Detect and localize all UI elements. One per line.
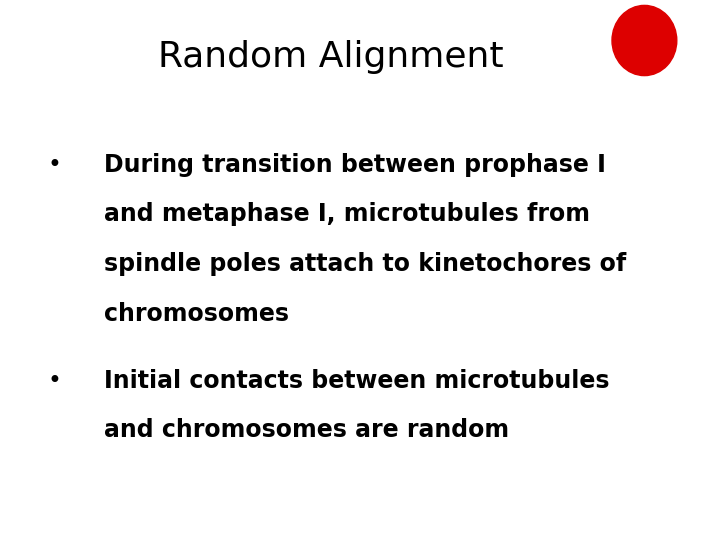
Text: and chromosomes are random: and chromosomes are random xyxy=(104,418,510,442)
Text: and metaphase I, microtubules from: and metaphase I, microtubules from xyxy=(104,202,590,226)
Text: spindle poles attach to kinetochores of: spindle poles attach to kinetochores of xyxy=(104,252,626,276)
Text: Initial contacts between microtubules: Initial contacts between microtubules xyxy=(104,369,610,393)
Text: Random Alignment: Random Alignment xyxy=(158,40,504,73)
Text: During transition between prophase I: During transition between prophase I xyxy=(104,153,606,177)
Ellipse shape xyxy=(612,5,677,76)
Text: •: • xyxy=(47,153,61,177)
Text: •: • xyxy=(47,369,61,393)
Text: chromosomes: chromosomes xyxy=(104,302,289,326)
